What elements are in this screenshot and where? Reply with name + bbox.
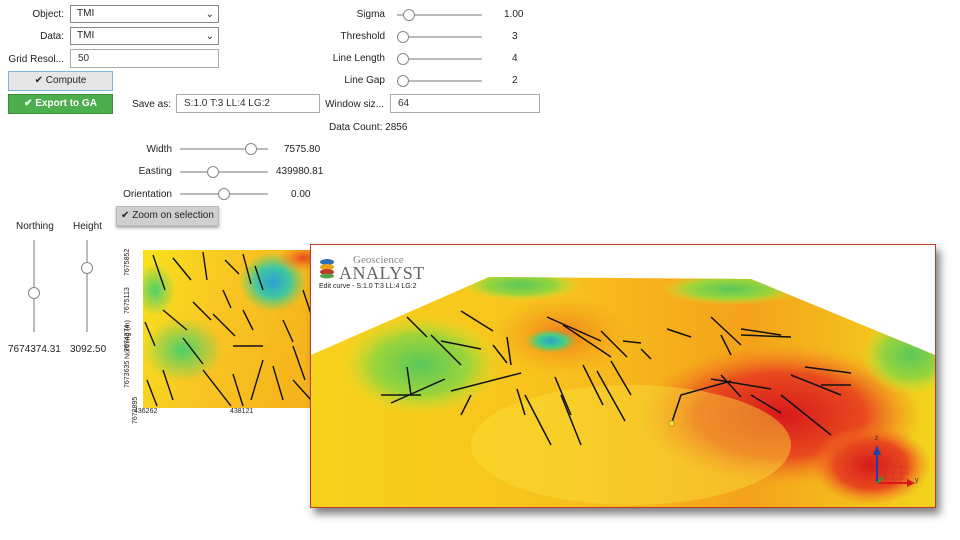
check-icon: ✔ (34, 75, 44, 86)
ga-logo-icon (320, 259, 334, 279)
data-select[interactable]: TMI ⌄ (70, 27, 219, 45)
threshold-thumb[interactable] (397, 31, 409, 43)
axis-z-label: z (875, 435, 879, 442)
orientation-value: 0.00 (291, 189, 311, 200)
height-value: 3092.50 (70, 344, 107, 355)
sigma-value: 1.00 (504, 9, 524, 20)
line-gap-thumb[interactable] (397, 75, 409, 87)
line-gap-track[interactable] (397, 80, 482, 82)
check-icon: ✔ (121, 210, 130, 221)
ga-logo-main: ANALYST (339, 263, 425, 283)
export-button-label: Export to GA (35, 98, 97, 109)
object-select[interactable]: TMI ⌄ (70, 5, 219, 23)
ga-caption: Edit curve - S:1.0 T:3 LL:4 LG:2 (319, 283, 417, 290)
map-ytick: 7675113 (124, 287, 131, 314)
easting-thumb[interactable] (206, 166, 219, 178)
line-gap-label: Line Gap (344, 75, 385, 86)
check-icon: ✔ (24, 98, 33, 109)
northing-track[interactable] (33, 240, 35, 332)
map-xtick: 438121 (230, 408, 254, 415)
save-as-label: Save as: (132, 99, 171, 110)
compute-button-label: Compute (45, 75, 87, 86)
zoom-selection-label: Zoom on selection (132, 210, 214, 221)
ga-logo: Geoscience ANALYST (319, 254, 429, 287)
axis-y-label: y (915, 477, 919, 484)
ga-viewer-window[interactable]: Geoscience ANALYST Edit curve - S:1.0 T:… (310, 244, 936, 508)
threshold-track[interactable] (397, 36, 482, 38)
sigma-thumb[interactable] (402, 9, 415, 21)
orientation-label: Orientation (123, 189, 172, 200)
ga-logo-top: Geoscience (353, 254, 404, 266)
width-value: 7575.80 (284, 144, 321, 155)
map-ytick: 7673635 (124, 360, 131, 388)
grid-resolution-label: Grid Resol... (8, 54, 64, 65)
data-label: Data: (40, 31, 64, 42)
zoom-selection-button[interactable]: ✔ Zoom on selection (116, 206, 219, 226)
line-gap-value: 2 (512, 75, 518, 86)
width-thumb[interactable] (244, 143, 257, 155)
ga-3d-surface[interactable] (311, 245, 935, 507)
easting-track[interactable] (180, 171, 268, 173)
save-as-input[interactable] (176, 94, 320, 113)
data-count: Data Count: 2856 (329, 122, 408, 133)
map-ytick: 7675852 (124, 248, 131, 276)
height-track[interactable] (86, 240, 88, 332)
chevron-down-icon: ⌄ (205, 31, 214, 42)
chevron-down-icon: ⌄ (205, 9, 214, 20)
line-length-label: Line Length (332, 53, 385, 64)
threshold-value: 3 (512, 31, 518, 42)
northing-value: 7674374.31 (8, 344, 61, 355)
line-length-value: 4 (512, 53, 518, 64)
width-label: Width (146, 144, 172, 155)
window-size-input[interactable] (390, 94, 540, 113)
map-ytick: 7674374 (124, 324, 131, 352)
data-select-value: TMI (77, 30, 95, 41)
sigma-track[interactable] (397, 14, 482, 16)
compute-button[interactable]: ✔ Compute (8, 71, 113, 91)
window-size-label: Window siz... (325, 99, 384, 110)
line-length-track[interactable] (397, 58, 482, 60)
object-label: Object: (32, 9, 64, 20)
width-track[interactable] (180, 148, 268, 150)
height-thumb[interactable] (81, 261, 93, 274)
northing-label: Northing (16, 221, 54, 232)
orientation-thumb[interactable] (218, 188, 230, 200)
threshold-label: Threshold (340, 31, 385, 42)
height-label: Height (73, 221, 102, 232)
easting-label: Easting (138, 166, 172, 177)
export-button[interactable]: ✔ Export to GA (8, 94, 113, 114)
object-select-value: TMI (77, 8, 95, 19)
sigma-label: Sigma (356, 9, 385, 20)
map-plot[interactable]: Northing (m) 7675852 7675113 7674374 767… (116, 236, 316, 426)
grid-resolution-input[interactable] (70, 49, 219, 68)
axis-triad-icon (873, 445, 915, 487)
line-length-thumb[interactable] (397, 53, 409, 65)
map-xtick: 436262 (134, 408, 158, 415)
northing-thumb[interactable] (28, 287, 40, 300)
map-image[interactable] (143, 250, 316, 408)
easting-value: 439980.81 (276, 166, 324, 177)
